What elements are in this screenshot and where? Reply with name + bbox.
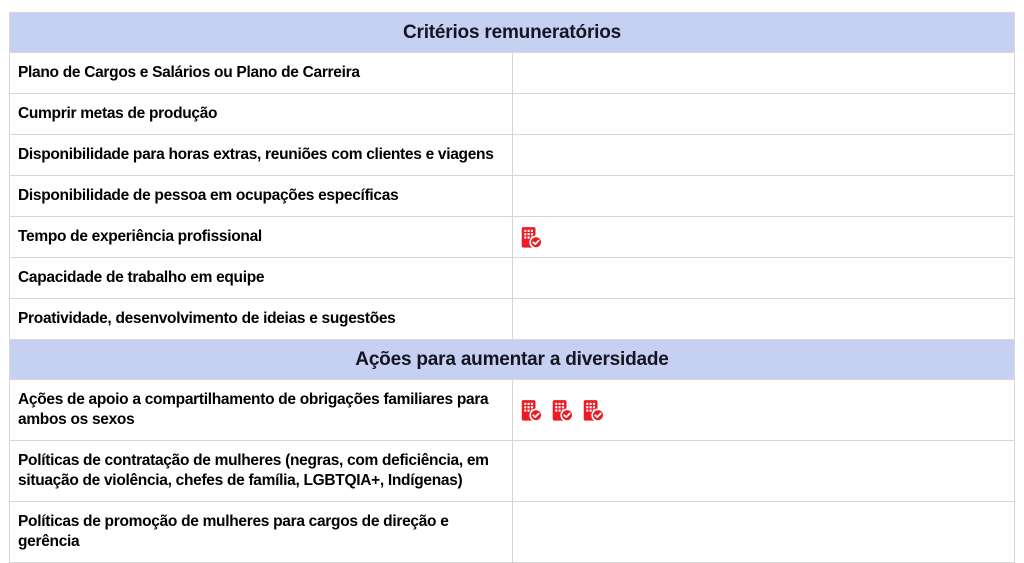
table-row: Políticas de contratação de mulheres (ne…	[9, 440, 1015, 502]
row-label: Proatividade, desenvolvimento de ideias …	[9, 298, 513, 340]
section-header-title: Ações para aumentar a diversidade	[9, 339, 1015, 380]
criteria-table-body: Critérios remuneratórios Plano de Cargos …	[9, 12, 1015, 563]
page: Critérios remuneratórios Plano de Cargos …	[9, 12, 1015, 563]
building-check-icon	[582, 399, 605, 422]
row-label: Disponibilidade de pessoa em ocupações e…	[9, 175, 513, 217]
row-status-cell	[511, 52, 1015, 94]
row-status-cell	[511, 501, 1015, 563]
table-row: Cumprir metas de produção	[9, 93, 1015, 135]
row-status-cell	[511, 257, 1015, 299]
section-header-row: Critérios remuneratórios	[9, 12, 1015, 53]
table-row: Tempo de experiência profissional	[9, 216, 1015, 258]
row-label: Políticas de contratação de mulheres (ne…	[9, 440, 513, 502]
section-header-title: Critérios remuneratórios	[9, 12, 1015, 53]
row-status-cell	[511, 175, 1015, 217]
table-row: Disponibilidade para horas extras, reuni…	[9, 134, 1015, 176]
row-status-cell	[511, 298, 1015, 340]
table-row: Capacidade de trabalho em equipe	[9, 257, 1015, 299]
building-check-icon	[520, 226, 543, 249]
row-label: Cumprir metas de produção	[9, 93, 513, 135]
section-header-row: Ações para aumentar a diversidade	[9, 339, 1015, 380]
row-label: Políticas de promoção de mulheres para c…	[9, 501, 513, 563]
row-status-cell	[511, 216, 1015, 258]
row-status-cell	[511, 379, 1015, 441]
row-status-cell	[511, 93, 1015, 135]
table-row: Disponibilidade de pessoa em ocupações e…	[9, 175, 1015, 217]
table-row: Políticas de promoção de mulheres para c…	[9, 501, 1015, 563]
row-label: Tempo de experiência profissional	[9, 216, 513, 258]
row-status-cell	[511, 440, 1015, 502]
row-label: Capacidade de trabalho em equipe	[9, 257, 513, 299]
row-label: Disponibilidade para horas extras, reuni…	[9, 134, 513, 176]
criteria-table: Critérios remuneratórios Plano de Cargos …	[9, 12, 1015, 563]
building-check-icon	[551, 399, 574, 422]
row-label: Plano de Cargos e Salários ou Plano de C…	[9, 52, 513, 94]
table-row: Proatividade, desenvolvimento de ideias …	[9, 298, 1015, 340]
row-label: Ações de apoio a compartilhamento de obr…	[9, 379, 513, 441]
row-status-cell	[511, 134, 1015, 176]
building-check-icon	[520, 399, 543, 422]
table-row: Plano de Cargos e Salários ou Plano de C…	[9, 52, 1015, 94]
table-row: Ações de apoio a compartilhamento de obr…	[9, 379, 1015, 441]
